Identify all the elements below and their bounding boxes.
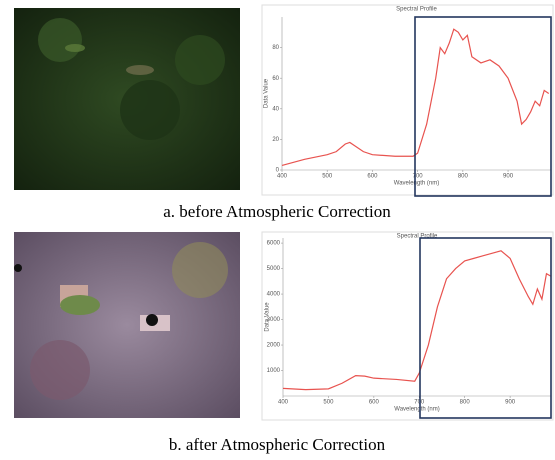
chart-a-frame: [262, 5, 553, 195]
y-tick-label: 40: [272, 106, 279, 112]
x-tick-label: 600: [369, 400, 380, 406]
photo-before: [14, 8, 240, 190]
x-tick-label: 500: [322, 174, 333, 180]
y-tick-label: 1000: [267, 368, 281, 374]
x-axis-label: Wavelength (nm): [394, 181, 439, 187]
figure: Spectral Profile Wavelength (nm) Data Valu…: [0, 0, 555, 460]
y-tick-label: 60: [272, 76, 279, 82]
chart-title: Spectral Profile: [396, 7, 437, 13]
y-tick-label: 2000: [267, 343, 281, 349]
y-tick-label: 20: [272, 137, 279, 143]
y-tick-label: 5000: [267, 266, 281, 272]
figure-canvas: Spectral Profile Wavelength (nm) Data Valu…: [0, 0, 555, 460]
figure-caption: b. after Atmospheric Correction: [169, 435, 386, 454]
figure-caption: a. before Atmospheric Correction: [163, 202, 391, 221]
x-tick-label: 500: [323, 400, 334, 406]
y-tick-label: 80: [272, 45, 279, 51]
photo-after: [14, 232, 240, 418]
x-tick-label: 900: [505, 400, 516, 406]
x-tick-label: 800: [458, 174, 469, 180]
y-tick-label: 4000: [267, 292, 281, 298]
x-tick-label: 400: [278, 400, 289, 406]
x-axis-label: Wavelength (nm): [394, 407, 439, 413]
y-tick-label: 3000: [267, 317, 281, 323]
x-tick-label: 800: [460, 400, 471, 406]
y-axis-label: Data Value: [264, 78, 270, 108]
x-tick-label: 600: [367, 174, 378, 180]
x-tick-label: 900: [503, 174, 514, 180]
chart-b-frame: [262, 232, 553, 420]
y-tick-label: 6000: [267, 241, 281, 247]
x-tick-label: 400: [277, 174, 288, 180]
